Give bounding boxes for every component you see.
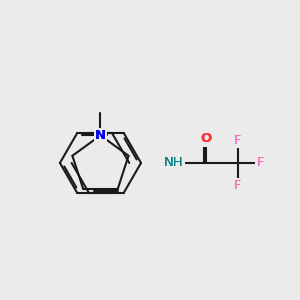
Text: F: F bbox=[234, 179, 241, 192]
Text: N: N bbox=[95, 129, 106, 142]
Text: O: O bbox=[200, 132, 212, 145]
Text: NH: NH bbox=[164, 157, 184, 169]
Text: F: F bbox=[257, 157, 264, 169]
Text: N: N bbox=[95, 129, 106, 142]
Text: O: O bbox=[200, 131, 212, 145]
Text: F: F bbox=[234, 179, 241, 192]
Text: F: F bbox=[257, 157, 264, 169]
Text: NH: NH bbox=[164, 157, 184, 169]
Text: F: F bbox=[234, 134, 241, 147]
Text: F: F bbox=[234, 134, 241, 147]
